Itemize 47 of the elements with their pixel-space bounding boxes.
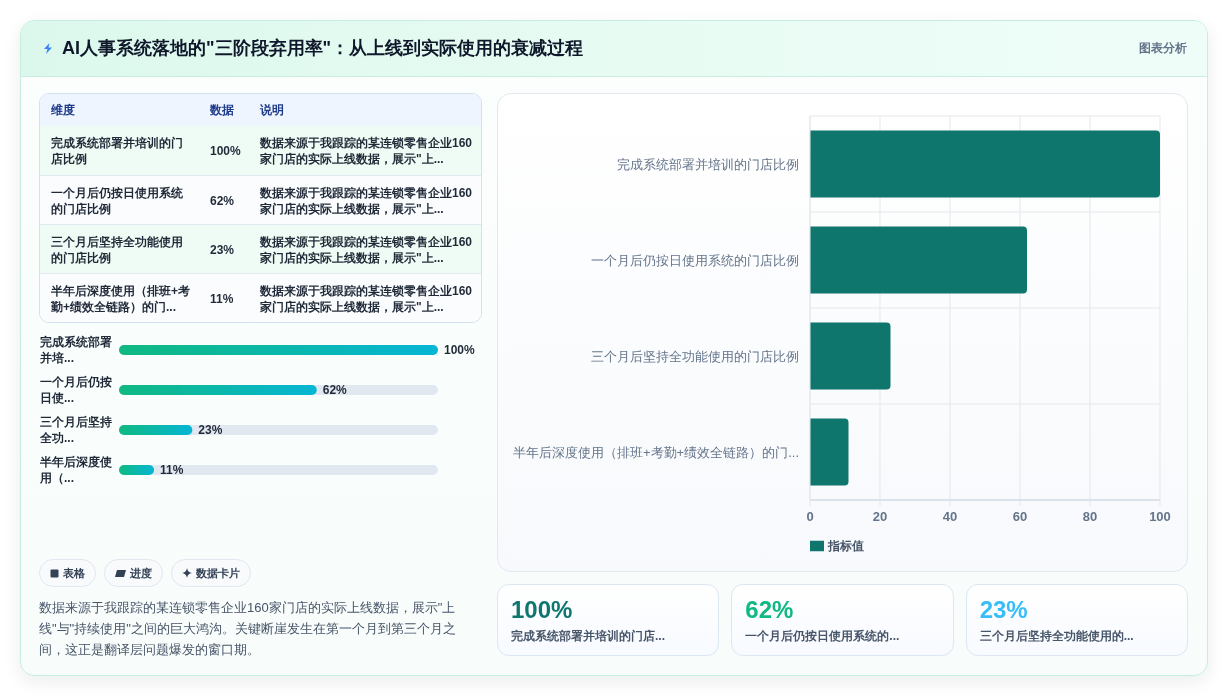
y-tick-label: 半年后深度使用（排班+考勤+绩效全链路）的门... bbox=[512, 444, 799, 460]
y-tick-label: 一个月后仍按日使... bbox=[40, 375, 112, 405]
text: 62% bbox=[210, 192, 235, 209]
y-tick-label: 完成系统部署并培训的门店比例 bbox=[617, 156, 799, 172]
text: AI人事系统落地的"三阶段弃用率"：从上线到实际使用的衰减过程 bbox=[62, 37, 584, 60]
legend-label: 指标值 bbox=[828, 539, 864, 553]
y-tick-label: 三个月后坚持全功... bbox=[39, 415, 112, 445]
x-tick-label: 20 bbox=[872, 509, 888, 525]
text: 数据来源于我跟踪的某连锁零售企业160家门店的实际上线数据，展示"上... bbox=[260, 282, 474, 315]
text: 维度 bbox=[51, 102, 76, 119]
x-tick-label: 100 bbox=[1149, 509, 1171, 525]
text: 完成系统部署并培训的门店... bbox=[511, 628, 666, 644]
text: 图表分析 bbox=[1139, 40, 1187, 57]
x-tick-label: 80 bbox=[1082, 509, 1098, 525]
x-tick-label: 0 bbox=[806, 509, 814, 525]
text: 数据来源于我跟踪的某连锁零售企业160家门店的实际上线数据，展示"上... bbox=[260, 134, 474, 167]
bar bbox=[810, 130, 1160, 198]
text: 进度 bbox=[130, 565, 152, 581]
text: 11% bbox=[210, 290, 234, 307]
text: 23% bbox=[979, 596, 1028, 624]
y-tick-label: 半年后深度使用（... bbox=[39, 455, 112, 485]
y-tick-label: 三个月后坚持全功能使用的门店比例 bbox=[591, 348, 799, 364]
text: 数据 bbox=[210, 102, 235, 119]
text: 数据来源于我跟踪的某连锁零售企业160家门店的实际上线数据，展示"上线"与"持续使用"之间的巨大鸿沟。关键断崖发生在第一个月到第三个月之间，这正是翻译层问题爆发的窗口期。 bbox=[39, 599, 457, 659]
text: 数据来源于我跟踪的某连锁零售企业160家门店的实际上线数据，展示"上... bbox=[260, 233, 474, 266]
text: 数据卡片 bbox=[196, 565, 240, 581]
data-label: 11% bbox=[160, 463, 184, 477]
text: 100% bbox=[210, 142, 241, 159]
data-label: 62% bbox=[322, 383, 348, 397]
text: 一个月后仍按日使用系统的... bbox=[745, 628, 900, 644]
text: 100% bbox=[511, 596, 573, 624]
text: 三个月后坚持全功能使用的... bbox=[979, 628, 1134, 644]
data-label: 23% bbox=[198, 423, 223, 437]
x-tick-label: 60 bbox=[1012, 509, 1028, 525]
bar bbox=[810, 226, 1027, 294]
text: 23% bbox=[210, 241, 235, 258]
text: 表格 bbox=[63, 565, 85, 581]
data-label: 100% bbox=[444, 343, 476, 357]
y-tick-label: 一个月后仍按日使用系统的门店比例 bbox=[591, 252, 799, 268]
y-tick-label: 完成系统部署并培... bbox=[39, 335, 112, 365]
bar bbox=[810, 418, 849, 486]
text: 62% bbox=[745, 596, 794, 624]
bar bbox=[810, 322, 891, 390]
x-tick-label: 40 bbox=[942, 509, 958, 525]
text: 说明 bbox=[260, 102, 285, 119]
text: 数据来源于我跟踪的某连锁零售企业160家门店的实际上线数据，展示"上... bbox=[260, 184, 474, 217]
bar bbox=[119, 425, 193, 435]
